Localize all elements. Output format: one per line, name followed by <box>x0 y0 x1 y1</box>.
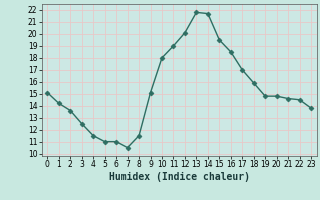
X-axis label: Humidex (Indice chaleur): Humidex (Indice chaleur) <box>109 172 250 182</box>
